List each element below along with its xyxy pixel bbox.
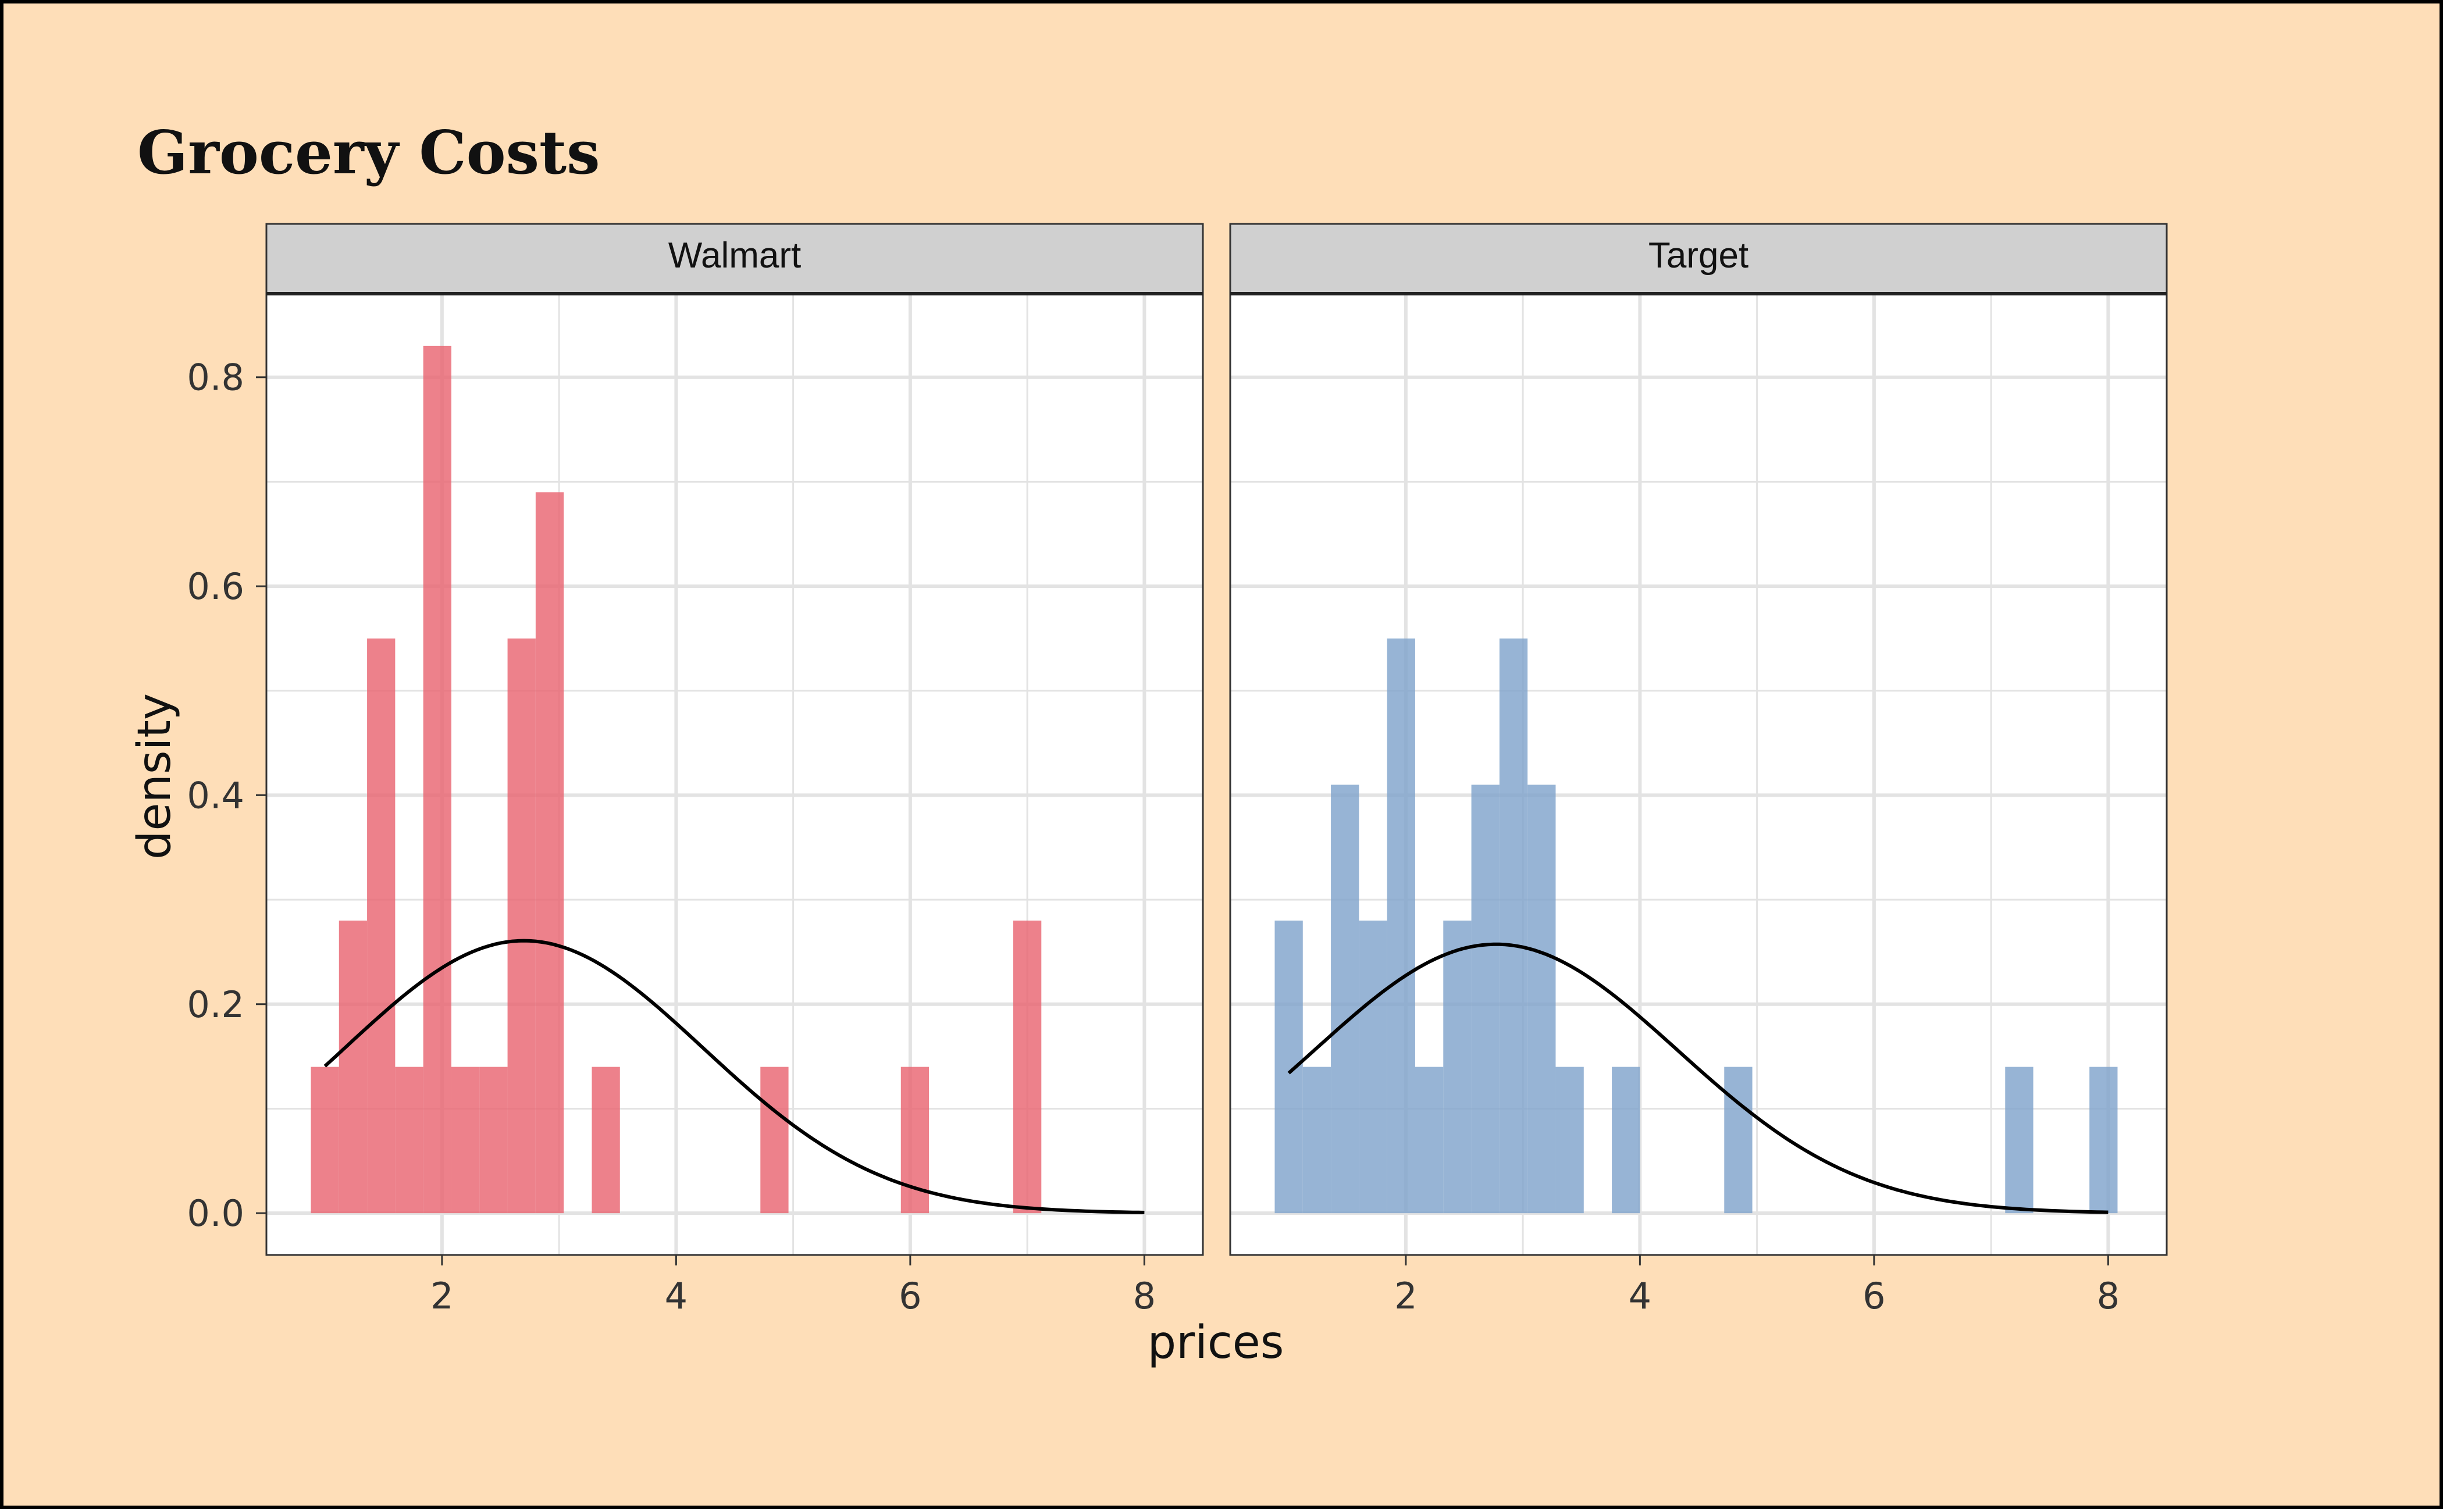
histogram-bar [1387, 638, 1415, 1214]
histogram-bar [1724, 1067, 1753, 1214]
histogram-bar [479, 1067, 508, 1214]
histogram-bar [760, 1067, 789, 1214]
histogram-bar [535, 492, 564, 1214]
histogram-bar [311, 1067, 339, 1214]
facet-strip-label: Target [1648, 236, 1748, 276]
x-tick-label: 8 [1133, 1275, 1156, 1317]
histogram-bar [367, 638, 396, 1214]
histogram-bar [1415, 1067, 1444, 1214]
histogram-bar [395, 1067, 423, 1214]
y-tick-label: 0.6 [187, 565, 244, 608]
histogram-bar [1013, 921, 1042, 1214]
histogram-bar [2089, 1067, 2118, 1214]
histogram-bar [507, 638, 536, 1214]
histogram-bar [1499, 638, 1528, 1214]
chart-title: Grocery Costs [137, 118, 600, 188]
histogram-bar [1443, 921, 1472, 1214]
histogram-bar [339, 921, 368, 1214]
y-axis-label: density [129, 693, 181, 860]
y-tick-label: 0.4 [187, 774, 244, 816]
histogram-bar [1555, 1067, 1584, 1214]
histogram-bar [1331, 784, 1359, 1214]
y-tick-label: 0.2 [187, 983, 244, 1026]
histogram-bar [1359, 921, 1387, 1214]
x-tick-label: 6 [1862, 1275, 1885, 1317]
density-curve [1287, 942, 2109, 1214]
density-curve [323, 939, 1145, 1214]
x-tick-label: 8 [2097, 1275, 2120, 1317]
histogram-bar [1471, 784, 1500, 1214]
histogram-bar [1612, 1067, 1640, 1214]
histogram-bar [451, 1067, 480, 1214]
panel-target: Target 2 4 6 8 [1229, 223, 2168, 1317]
x-axis-label: prices [1148, 1317, 1284, 1369]
histogram-bar [423, 345, 451, 1214]
x-tick-label: 6 [899, 1275, 921, 1317]
facet-strip [265, 223, 1204, 295]
facet-strip [1229, 223, 2168, 295]
x-tick-label: 2 [430, 1275, 453, 1317]
histogram-bar [592, 1067, 620, 1214]
x-tick-label: 2 [1394, 1275, 1417, 1317]
facet-panels: Walmart 2 4 6 8 0.0 0.2 0.4 0.6 0.8 Target 2 4 6 8 [187, 223, 2168, 1317]
histogram-bar [1302, 1067, 1331, 1214]
histogram-bar [1527, 784, 1556, 1214]
histogram-bar [1274, 921, 1303, 1214]
y-tick-label: 0.8 [187, 356, 244, 399]
y-tick-label: 0.0 [187, 1192, 244, 1235]
panel-walmart: Walmart 2 4 6 8 0.0 0.2 0.4 0.6 0.8 [187, 223, 1204, 1317]
x-tick-label: 4 [1629, 1275, 1651, 1317]
histogram-bar [2005, 1067, 2034, 1214]
facet-strip-label: Walmart [668, 236, 801, 276]
x-tick-label: 4 [665, 1275, 688, 1317]
